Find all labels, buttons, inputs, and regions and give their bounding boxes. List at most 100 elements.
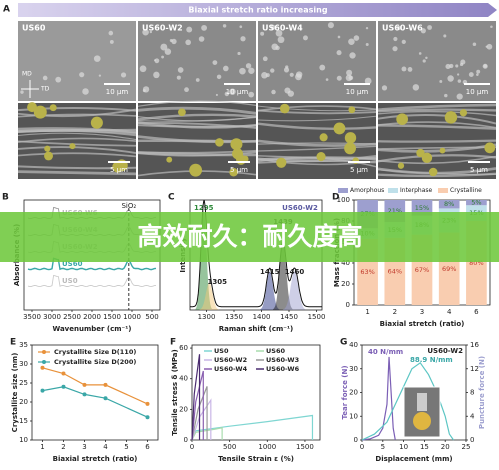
x-tick-label: 1 [365,308,369,316]
line [42,367,148,405]
sem-texture [262,56,268,62]
peak-fill [282,271,307,310]
line [42,386,148,418]
legend-swatch [338,188,348,193]
x-tick-label: 1000 [258,443,276,451]
sphere [416,148,425,158]
spectrum-line [27,257,157,271]
y-tick-label: 30 [349,365,358,373]
sphere [90,116,103,129]
sphere [439,147,446,154]
sem-texture [486,43,493,50]
marker [61,371,66,376]
y-tick-label: 100 [337,196,350,204]
sem-texture [248,91,255,98]
sem-texture [327,22,334,29]
peak-fill [199,282,220,310]
fibril [257,105,377,112]
x-tick-label: 5 [124,443,128,451]
sem-texture [476,69,481,74]
y2-tick-label: 4 [470,412,475,420]
x-tick-label: 1500 [308,313,326,321]
sem-texture [79,72,85,78]
sem-top [378,21,496,101]
legend-label: US60-W2 [214,356,247,364]
scale-label: 5 µm [230,166,248,174]
line [361,356,396,441]
sem-texture [447,75,454,82]
sem-texture [365,43,369,46]
sphere [215,138,224,147]
sem-texture [265,73,270,78]
sem-texture [177,67,184,73]
sem-texture [239,67,246,75]
sem-texture [295,73,302,81]
sem-texture [427,25,432,30]
x-tick-label: 500 [223,443,236,451]
y-tick-label: 30 [19,360,28,368]
sphere [344,142,356,155]
sem-texture [139,65,147,73]
marker [103,382,108,387]
series-label: US0 [62,277,78,285]
legend-label: Interphase [400,187,432,194]
sem-texture [443,34,447,38]
value-label: 69% [442,265,456,273]
sem-texture [216,74,222,80]
scale-label: 10 µm [466,88,489,96]
scale-label: 5 µm [110,166,128,174]
sem-texture [349,52,356,59]
fibril [257,145,377,152]
y-axis-label: Tear force (N) [341,365,349,419]
x-axis-label: Biaxial stretch (ratio) [53,455,138,463]
sem-texture [201,24,208,31]
sem-texture [142,28,149,36]
legend-label: Crystallite Size D(110) [54,348,136,356]
x-tick-label: 1400 [253,313,271,321]
sphere [166,156,173,163]
x-tick-label: 2500 [63,313,81,321]
sem-texture [381,85,388,91]
sem-texture [337,35,341,39]
x-tick-label: 1350 [225,313,243,321]
y2-axis-label: Puncture force (N) [478,356,486,429]
td-label: TD [40,86,50,93]
x-tick-label: 1000 [123,313,141,321]
scale-label: 5 µm [350,166,368,174]
sem-texture [215,93,218,97]
legend-label: US60 [266,347,285,355]
sem-texture [336,50,342,56]
sem-texture [260,31,265,36]
annotation: 40 N/mm [368,348,403,356]
plot-frame [191,344,321,441]
marker [103,396,108,401]
sem-texture [392,46,398,52]
peak-fill [273,244,293,310]
sphere [112,161,124,173]
fibril [17,140,137,147]
spectrum-line [27,274,157,288]
y-tick-label: 20 [19,398,28,406]
sem-texture [460,59,466,65]
sem-texture [153,71,160,79]
sphere [459,109,468,117]
y-axis-label: Tensile stress δ (MPa) [171,349,179,436]
fibril [377,154,497,163]
marker [40,388,45,393]
sem-texture [248,67,255,74]
x-tick-label: 2000 [83,313,101,321]
x-tick-label: 2 [61,443,65,451]
sphere [444,111,458,124]
sample-label: US60-W2 [142,24,183,33]
sem-texture [198,36,205,42]
sem-texture [42,75,48,81]
sample-label: US60-W6 [382,24,423,33]
sem-texture [82,88,89,95]
sem-texture [401,39,406,45]
sem-texture [457,73,460,76]
banner-band [0,212,499,262]
sphere [189,163,203,177]
fibril [17,132,137,141]
sem-texture [212,60,218,66]
fibril [137,139,257,143]
